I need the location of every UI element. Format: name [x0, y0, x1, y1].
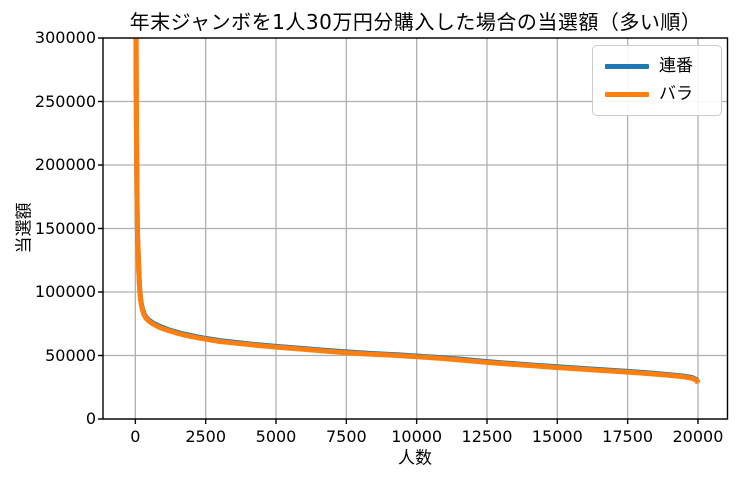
y-tick-label: 150000	[34, 218, 96, 238]
x-axis-label: 人数	[398, 448, 432, 469]
y-tick-label: 300000	[34, 28, 96, 47]
y-tick-label: 200000	[34, 155, 96, 174]
y-tick-label: 50000	[45, 345, 96, 365]
chart-title: 年末ジャンボを1人30万円分購入した場合の当選額（多い順）	[129, 10, 702, 34]
legend-item-bara: バラ	[605, 85, 709, 104]
y-tick-label: 0	[85, 409, 96, 428]
x-tick-label: 15000	[531, 427, 583, 446]
x-tick-label: 20000	[672, 427, 724, 446]
x-tick-label: 0	[130, 427, 141, 446]
legend: 連番 バラ	[592, 45, 722, 116]
x-tick-label: 5000	[255, 427, 297, 446]
bara-line-swatch	[605, 92, 649, 97]
x-tick-label: 7500	[325, 427, 367, 446]
x-tick-label: 2500	[185, 427, 227, 446]
x-tick-label: 17500	[602, 427, 654, 446]
legend-label-renban: 連番	[659, 56, 693, 76]
legend-label-bara: バラ	[659, 84, 693, 104]
x-tick-label: 10000	[391, 427, 443, 446]
y-tick-label: 100000	[34, 282, 96, 301]
legend-item-renban: 連番	[605, 57, 709, 76]
renban-line-swatch	[605, 64, 649, 69]
y-tick-label: 250000	[34, 91, 96, 111]
x-tick-label: 12500	[461, 427, 513, 446]
